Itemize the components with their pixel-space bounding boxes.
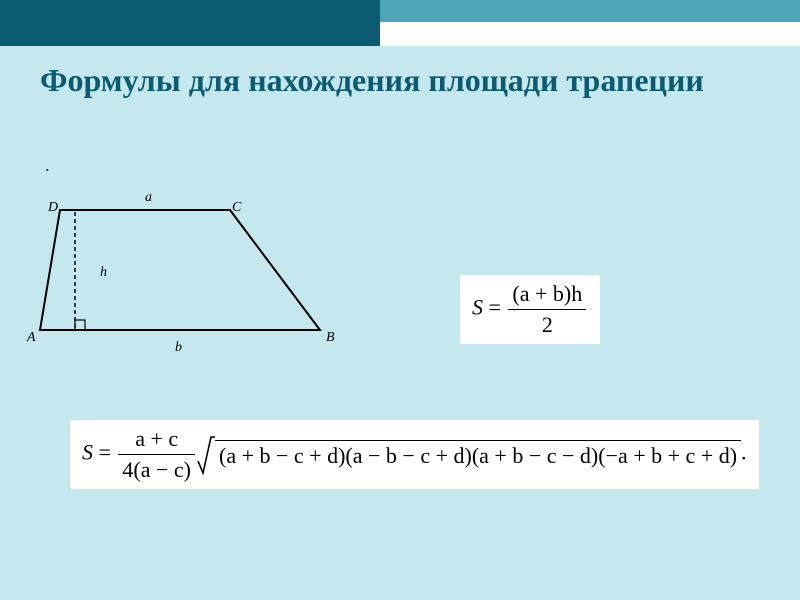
formula1-fraction: (a + b)h2 xyxy=(508,281,586,338)
vertex-B-label: B xyxy=(326,330,335,346)
formula1-eq: = xyxy=(483,295,506,320)
right-angle-marker xyxy=(75,320,85,330)
formula-basic-area: S = (a + b)h2 xyxy=(460,275,600,344)
trapezoid-shape xyxy=(40,210,320,330)
trapezoid-svg xyxy=(30,190,350,370)
formula1-S: S xyxy=(472,295,483,320)
vertex-C-label: C xyxy=(232,200,241,216)
formula-heron-like: S = a + c4(a − c) (a + b − c + d)(a − b −… xyxy=(70,420,759,489)
header-dark-segment xyxy=(0,0,380,46)
trapezoid-diagram: D C A B a b h xyxy=(30,190,350,370)
side-a-label: a xyxy=(145,190,152,206)
side-b-label: b xyxy=(175,340,182,356)
vertex-A-label: A xyxy=(27,330,36,346)
header-bar xyxy=(0,0,800,46)
radical-icon xyxy=(197,433,215,477)
slide-title: Формулы для нахождения площади трапеции xyxy=(40,62,760,99)
formula2-eq: = xyxy=(93,440,116,465)
formula2-fraction: a + c4(a − c) xyxy=(118,426,195,483)
formula2-numerator: a + c xyxy=(118,426,195,455)
formula2-radicand: (a + b − c + d)(a − b − c + d)(a + b − c… xyxy=(215,440,741,469)
header-light-segment xyxy=(380,0,800,22)
formula1-numerator: (a + b)h xyxy=(508,281,586,310)
formula1-denominator: 2 xyxy=(508,310,586,338)
subtitle-dot: . xyxy=(45,155,50,176)
vertex-D-label: D xyxy=(48,200,58,216)
formula2-denominator: 4(a − c) xyxy=(118,455,195,483)
height-h-label: h xyxy=(100,265,107,281)
formula2-S: S xyxy=(82,440,93,465)
formula2-sqrt: (a + b − c + d)(a − b − c + d)(a + b − c… xyxy=(197,433,741,477)
formula2-tail: . xyxy=(741,440,747,465)
